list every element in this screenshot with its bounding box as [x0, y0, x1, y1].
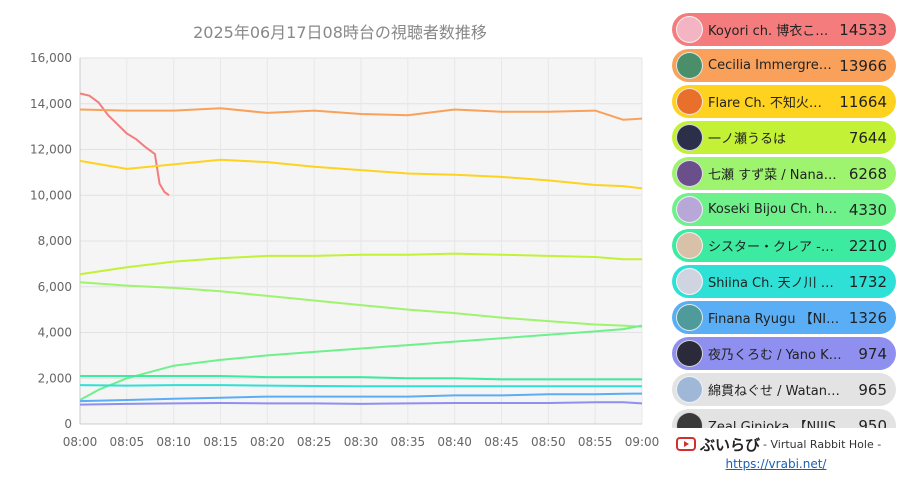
- channel-name: Shiina Ch. 天ノ川 …: [708, 276, 834, 291]
- channel-name: 綿貫ねぐせ / Watan…: [708, 384, 840, 399]
- ranking-item[interactable]: 七瀬 すず菜 / Nana… 6268: [672, 157, 896, 190]
- series-line-10: [79, 401, 643, 406]
- brand-footer: ぶいらび - Virtual Rabbit Hole - https://vra…: [676, 433, 898, 477]
- avatar-icon: [676, 304, 703, 331]
- x-tick-label: 08:00: [63, 435, 98, 449]
- viewer-count: 6268: [848, 164, 887, 183]
- viewer-count: 13966: [839, 56, 887, 75]
- channel-name: 一ノ瀬うるは: [708, 132, 787, 147]
- series-line-2: [79, 107, 643, 121]
- y-tick-label: 0: [64, 417, 72, 431]
- ranking-item[interactable]: 夜乃くろむ / Yano K… 974: [672, 337, 896, 370]
- channel-name: Zeal Ginjoka 【NIJIS…: [708, 420, 849, 428]
- avatar-icon: [676, 52, 703, 79]
- play-icon: [676, 437, 696, 451]
- ranking-item[interactable]: Finana Ryugu 【NI… 1326: [672, 301, 896, 334]
- ranking-item[interactable]: Shiina Ch. 天ノ川 … 1732: [672, 265, 896, 298]
- x-tick-label: 08:30: [344, 435, 379, 449]
- channel-name: Koseki Bijou Ch. h…: [708, 202, 838, 217]
- channel-name: シスター・クレア -…: [708, 240, 834, 255]
- series-line-4: [79, 252, 642, 276]
- avatar-icon: [676, 376, 703, 403]
- x-tick-label: 08:40: [437, 435, 472, 449]
- channel-name: Cecilia Immergre…: [708, 58, 832, 73]
- viewer-count: 974: [858, 344, 887, 363]
- viewer-count: 14533: [839, 20, 887, 39]
- series-line-1: [79, 92, 170, 197]
- viewer-count-chart: 2025年06月17日08時台の視聴者数推移 0 2,000 4,000 6,000 8…: [30, 23, 659, 449]
- ranking-item[interactable]: Flare Ch. 不知火… 11664: [672, 85, 896, 118]
- avatar-icon: [676, 232, 703, 259]
- channel-name: 七瀬 すず菜 / Nana…: [708, 168, 837, 183]
- y-tick-label: 8,000: [38, 234, 72, 248]
- x-tick-label: 08:55: [578, 435, 613, 449]
- avatar-icon: [676, 16, 703, 43]
- series-line-6: [79, 324, 643, 401]
- series-line-8: [79, 384, 642, 388]
- y-tick-label: 6,000: [38, 280, 72, 294]
- series-lines: [79, 92, 643, 406]
- viewer-count: 965: [858, 380, 887, 399]
- avatar-icon: [676, 340, 703, 367]
- y-tick-label: 2,000: [38, 371, 72, 385]
- ranking-item[interactable]: 綿貫ねぐせ / Watan… 965: [672, 373, 896, 406]
- y-tick-label: 14,000: [30, 97, 72, 111]
- chart-title: 2025年06月17日08時台の視聴者数推移: [193, 23, 487, 42]
- x-tick-label: 08:45: [484, 435, 519, 449]
- x-tick-label: 08:25: [297, 435, 332, 449]
- x-tick-label: 08:15: [203, 435, 238, 449]
- channel-name: Flare Ch. 不知火…: [708, 96, 822, 111]
- series-line-5: [79, 281, 643, 328]
- avatar-icon: [676, 412, 703, 428]
- series-line-7: [80, 375, 642, 381]
- viewer-count: 4330: [848, 200, 887, 219]
- ranking-item[interactable]: Koyori ch. 博衣こ… 14533: [672, 13, 896, 46]
- ranking-item[interactable]: Zeal Ginjoka 【NIJIS… 950: [672, 409, 896, 428]
- axes: 0 2,000 4,000 6,000 8,000 10,000 12,000 14,000 1…: [30, 51, 659, 449]
- series-line-9: [79, 392, 643, 403]
- ranking-item[interactable]: Koseki Bijou Ch. h… 4330: [672, 193, 896, 226]
- brand-tagline: - Virtual Rabbit Hole -: [763, 437, 882, 451]
- x-tick-label: 08:50: [531, 435, 566, 449]
- x-tick-label: 08:05: [110, 435, 145, 449]
- y-tick-label: 10,000: [30, 188, 72, 202]
- x-tick-label: 09:00: [625, 435, 660, 449]
- avatar-icon: [676, 88, 703, 115]
- channel-name: Koyori ch. 博衣こ…: [708, 24, 829, 39]
- avatar-icon: [676, 268, 703, 295]
- y-tick-label: 12,000: [30, 143, 72, 157]
- x-tick-label: 08:20: [250, 435, 285, 449]
- y-tick-label: 4,000: [38, 326, 72, 340]
- x-tick-label: 08:10: [156, 435, 191, 449]
- ranking-item[interactable]: Cecilia Immergre… 13966: [672, 49, 896, 82]
- y-tick-label: 16,000: [30, 51, 72, 65]
- x-tick-label: 08:35: [391, 435, 426, 449]
- avatar-icon: [676, 124, 703, 151]
- avatar-icon: [676, 160, 703, 187]
- brand-name: ぶいらび: [700, 435, 761, 454]
- brand-link[interactable]: https://vrabi.net/: [725, 457, 827, 471]
- ranking-item[interactable]: 一ノ瀬うるは 7644: [672, 121, 896, 154]
- viewer-count: 1732: [848, 272, 887, 291]
- viewer-count: 11664: [839, 92, 887, 111]
- avatar-icon: [676, 196, 703, 223]
- channel-name: Finana Ryugu 【NI…: [708, 312, 840, 327]
- ranking-item[interactable]: シスター・クレア -… 2210: [672, 229, 896, 262]
- series-line-3: [79, 158, 643, 190]
- viewer-count: 950: [858, 416, 887, 429]
- viewer-count: 2210: [848, 236, 887, 255]
- viewer-ranking-list: Koyori ch. 博衣こ… 14533 Cecilia Immergre… 139…: [672, 13, 896, 428]
- viewer-count: 1326: [848, 308, 887, 327]
- channel-name: 夜乃くろむ / Yano K…: [708, 348, 842, 363]
- viewer-count: 7644: [848, 128, 887, 147]
